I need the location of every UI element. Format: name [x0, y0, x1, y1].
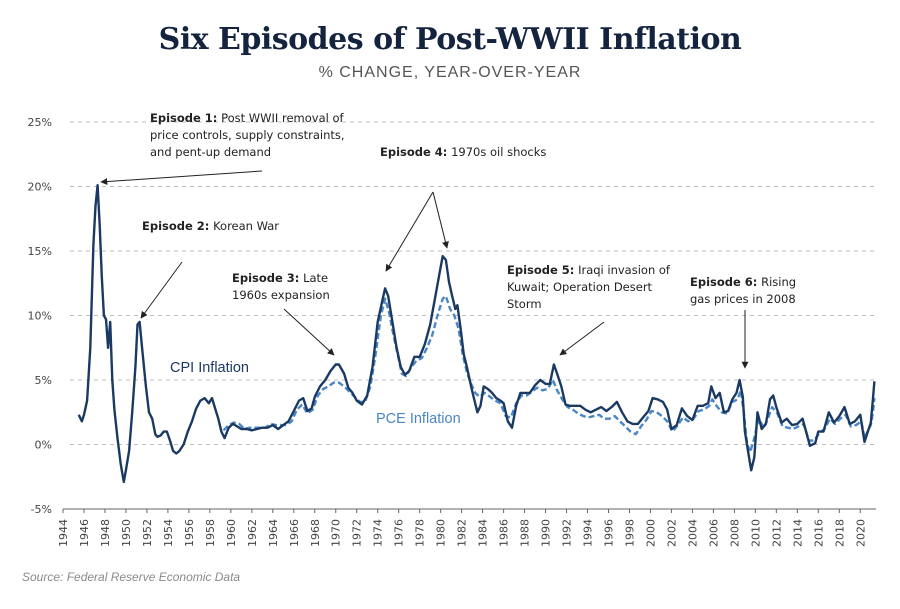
x-tick-label: 1960: [225, 519, 238, 547]
annotation-e6: Episode 6: Rising gas prices in 2008: [690, 275, 796, 306]
annotation-e4: Episode 4: 1970s oil shocks: [380, 145, 546, 159]
y-tick-label: 25%: [28, 116, 52, 129]
annotation-body: Post WWII removal of: [217, 111, 344, 125]
x-tick-label: 2020: [854, 519, 867, 547]
x-tick-label: 2004: [686, 519, 699, 547]
annotation-text: Episode 3: Late: [232, 271, 328, 285]
annotation-arrow: [385, 191, 434, 272]
y-tick-label: 0%: [35, 439, 52, 452]
annotation-text: gas prices in 2008: [690, 292, 796, 306]
x-tick-label: 1986: [498, 519, 511, 547]
x-tick-label: 1982: [456, 519, 469, 547]
annotation-text: Episode 2: Korean War: [142, 219, 279, 233]
x-tick-label: 1958: [204, 519, 217, 547]
x-tick-label: 1974: [372, 519, 385, 547]
annotation-text: Episode 4: 1970s oil shocks: [380, 145, 546, 159]
annotation-e3: Episode 3: Late 1960s expansion: [232, 271, 330, 302]
x-tick-label: 1976: [393, 519, 406, 547]
annotation-heading: Episode 4:: [380, 145, 447, 159]
chart-subtitle: % CHANGE, YEAR-OVER-YEAR: [318, 64, 582, 81]
y-tick-label: 15%: [28, 245, 52, 258]
x-tick-label: 1992: [561, 519, 574, 547]
x-tick-label: 2016: [812, 519, 825, 547]
x-tick-label: 1944: [57, 519, 70, 547]
x-tick-label: 2012: [770, 519, 783, 547]
annotation-arrow: [140, 261, 183, 319]
annotation-text: Storm: [507, 297, 542, 311]
x-tick-label: 1956: [183, 519, 196, 547]
annotation-e5: Episode 5: Iraqi invasion of Kuwait; Oper…: [507, 263, 671, 311]
annotation-body: 1970s oil shocks: [447, 145, 546, 159]
y-tick-label: -5%: [31, 503, 52, 516]
x-tick-label: 2000: [644, 519, 657, 547]
x-tick-label: 1984: [477, 519, 490, 547]
annotation-arrow: [283, 308, 335, 356]
source-note: Source: Federal Reserve Economic Data: [22, 570, 241, 584]
annotation-text: Episode 1: Post WWII removal of: [150, 111, 345, 125]
annotation-body: Late: [299, 271, 328, 285]
x-tick-label: 2018: [833, 519, 846, 547]
x-tick-label: 1968: [309, 519, 322, 547]
annotation-heading: Episode 3:: [232, 271, 299, 285]
annotation-text: Kuwait; Operation Desert: [507, 280, 653, 294]
annotation-text: and pent-up demand: [150, 145, 271, 159]
annotation-body: Iraqi invasion of: [574, 263, 671, 277]
x-tick-label: 1990: [540, 519, 553, 547]
cpi-label: CPI Inflation: [170, 360, 249, 376]
annotation-body: Korean War: [209, 219, 279, 233]
annotation-arrow: [432, 191, 449, 249]
annotation-text: 1960s expansion: [232, 288, 330, 302]
x-tick-label: 1970: [330, 519, 343, 547]
annotation-heading: Episode 5:: [507, 263, 574, 277]
x-tick-label: 1994: [582, 519, 595, 547]
x-tick-label: 2002: [665, 519, 678, 547]
x-tick-label: 1952: [141, 519, 154, 547]
x-tick-label: 1964: [267, 519, 280, 547]
x-tick-label: 2008: [728, 519, 741, 547]
x-tick-label: 2014: [791, 519, 804, 547]
x-tick-label: 1972: [351, 519, 364, 547]
x-tick-label: 1950: [120, 519, 133, 547]
annotation-body: Rising: [757, 275, 796, 289]
x-tick-label: 1978: [414, 519, 427, 547]
chart-title: Six Episodes of Post-WWII Inflation: [158, 22, 742, 57]
annotation-heading: Episode 1:: [150, 111, 217, 125]
x-tick-label: 1948: [99, 519, 112, 547]
x-tick-label: 2006: [707, 519, 720, 547]
annotation-text: Episode 6: Rising: [690, 275, 796, 289]
annotation-e2: Episode 2: Korean War: [142, 219, 279, 233]
x-tick-label: 1962: [246, 519, 259, 547]
pce-label: PCE Inflation: [376, 411, 461, 427]
annotation-arrow: [559, 321, 605, 356]
annotation-text: Episode 5: Iraqi invasion of: [507, 263, 671, 277]
y-tick-label: 5%: [35, 374, 52, 387]
x-tick-label: 1946: [78, 519, 91, 547]
annotation-heading: Episode 6:: [690, 275, 757, 289]
x-tick-label: 1980: [435, 519, 448, 547]
x-tick-label: 1998: [623, 519, 636, 547]
y-tick-label: 10%: [28, 310, 52, 323]
x-tick-label: 1988: [519, 519, 532, 547]
x-tick-label: 2010: [749, 519, 762, 547]
x-tick-label: 1996: [602, 519, 615, 547]
annotation-text: price controls, supply constraints,: [150, 128, 345, 142]
annotation-heading: Episode 2:: [142, 219, 209, 233]
x-tick-label: 1966: [288, 519, 301, 547]
pce-series-line: [222, 294, 876, 454]
annotation-e1: Episode 1: Post WWII removal of price con…: [150, 111, 345, 159]
x-tick-label: 1954: [162, 519, 175, 547]
annotation-arrow: [100, 170, 263, 186]
y-tick-label: 20%: [28, 181, 52, 194]
cpi-series-line: [77, 184, 876, 484]
